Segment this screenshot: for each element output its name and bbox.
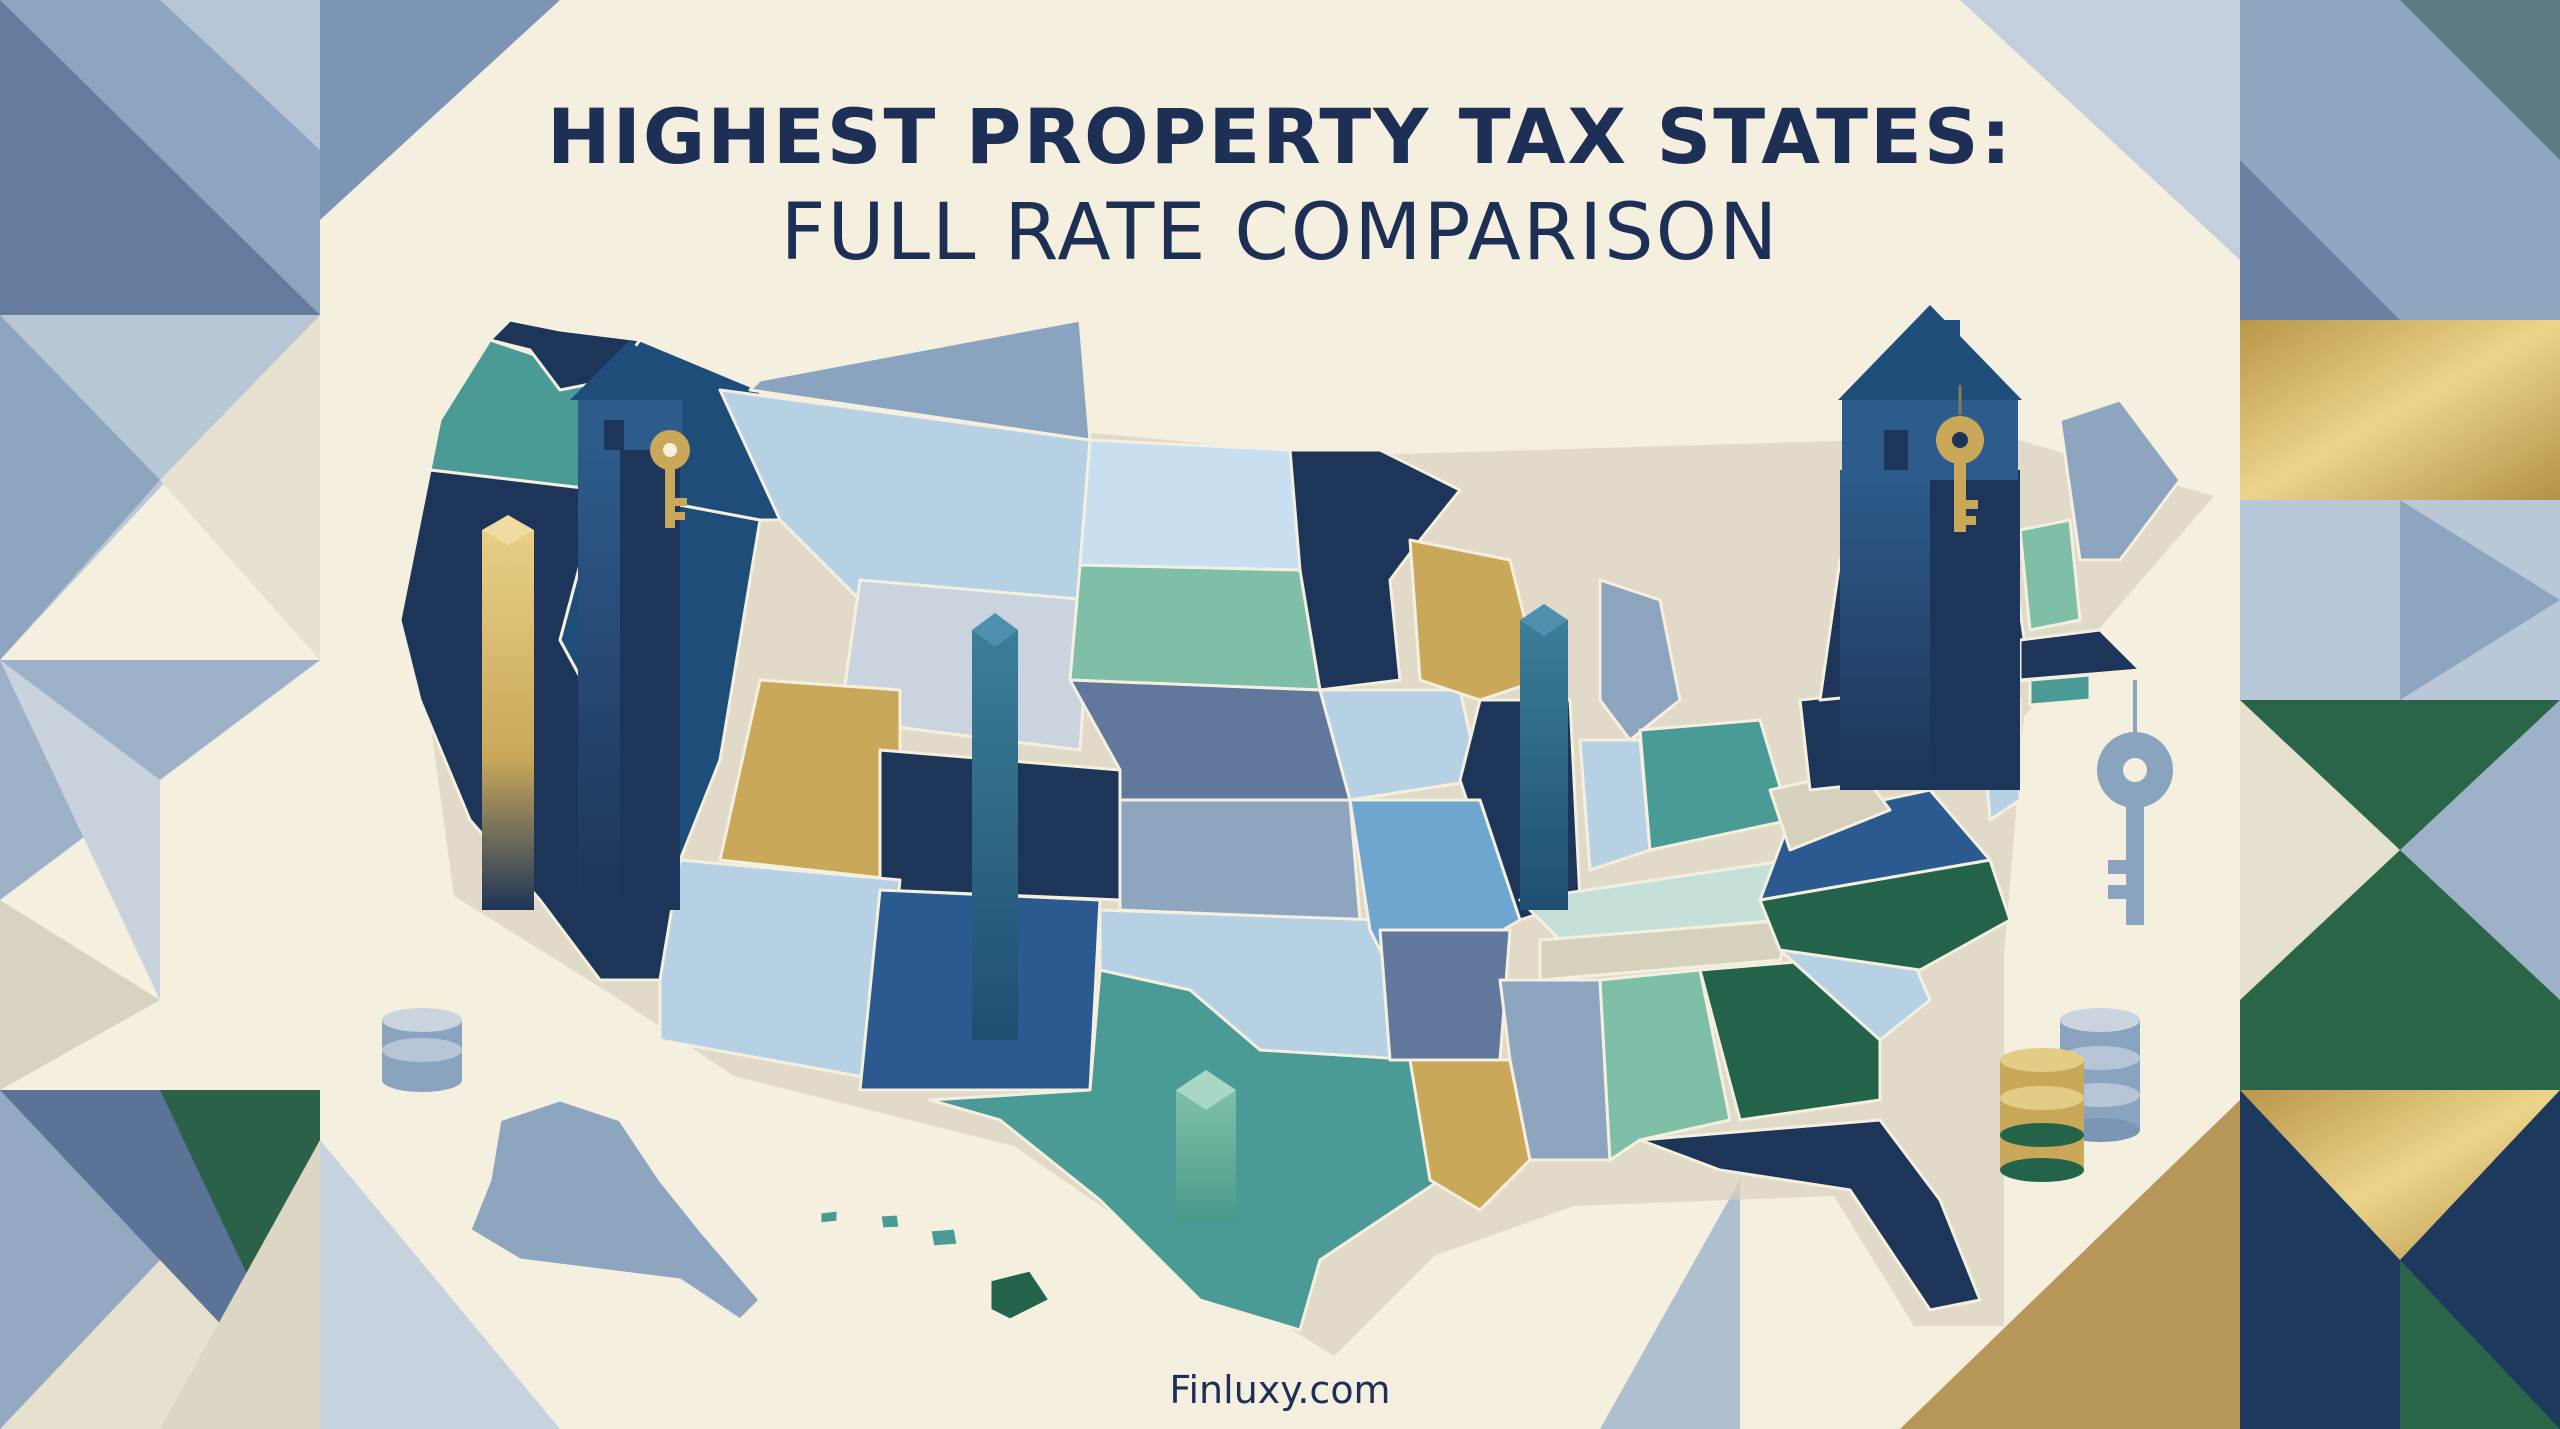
state-north-dakota: [1078, 438, 1302, 572]
state-wisconsin: [1408, 538, 1542, 702]
key-icon: [2097, 680, 2173, 925]
tax-bar-new-england: [1840, 470, 2020, 790]
state-hawaii: [988, 1268, 1052, 1322]
state-arkansas: [1378, 928, 1512, 1062]
state-florida: [1638, 1118, 1982, 1312]
key-icon: [650, 430, 690, 528]
page-subtitle: FULL RATE COMPARISON: [780, 188, 1780, 278]
state-alaska: [468, 1098, 762, 1322]
key-icon: [1936, 385, 1984, 532]
corner-triangle-bottom-left: [320, 1140, 560, 1429]
state-wyoming: [838, 578, 1092, 752]
coin-stack-icon: [2000, 1048, 2084, 1182]
coin-stack-icon: [382, 1008, 462, 1092]
state-montana-north: [748, 318, 1092, 442]
state-alabama: [1598, 968, 1732, 1162]
island-hawaii-2: [878, 1212, 902, 1231]
state-south-dakota: [1068, 563, 1322, 692]
state-minnesota: [1288, 448, 1462, 692]
corner-triangle-top-left: [320, 0, 560, 220]
state-michigan: [1598, 578, 1682, 742]
corner-triangle-bottom-right: [1900, 1100, 2240, 1429]
state-massachusetts: [2018, 628, 2142, 682]
island-hawaii-1: [928, 1226, 960, 1249]
state-mississippi: [1498, 978, 1612, 1162]
state-louisiana: [1408, 1058, 1532, 1212]
tax-bar-oregon: [578, 440, 680, 910]
state-arizona: [658, 858, 902, 1082]
state-maine: [2058, 398, 2182, 562]
corner-triangle-top-right: [1960, 0, 2240, 260]
house-icon: [1838, 305, 2022, 480]
island-hawaii-3: [818, 1208, 840, 1226]
footer-site: Finluxy.com: [1169, 1368, 1391, 1412]
page-title: HIGHEST PROPERTY TAX STATES:: [546, 92, 2013, 181]
tax-bar-colorado: [972, 613, 1018, 1040]
state-tennessee: [1538, 918, 1792, 982]
state-indiana: [1578, 738, 1652, 872]
tax-bar-west-coast: [482, 515, 534, 910]
right-geometric-panel: [2240, 0, 2560, 1429]
state-vermont: [2018, 518, 2082, 632]
state-kansas: [1118, 798, 1362, 922]
state-iowa: [1318, 688, 1482, 802]
left-geometric-panel: [0, 0, 320, 1429]
tax-bar-illinois: [1520, 604, 1568, 910]
state-connecticut: [2028, 673, 2092, 707]
tax-bar-texas: [1176, 1070, 1236, 1220]
bottom-triangle: [1600, 1180, 1740, 1429]
